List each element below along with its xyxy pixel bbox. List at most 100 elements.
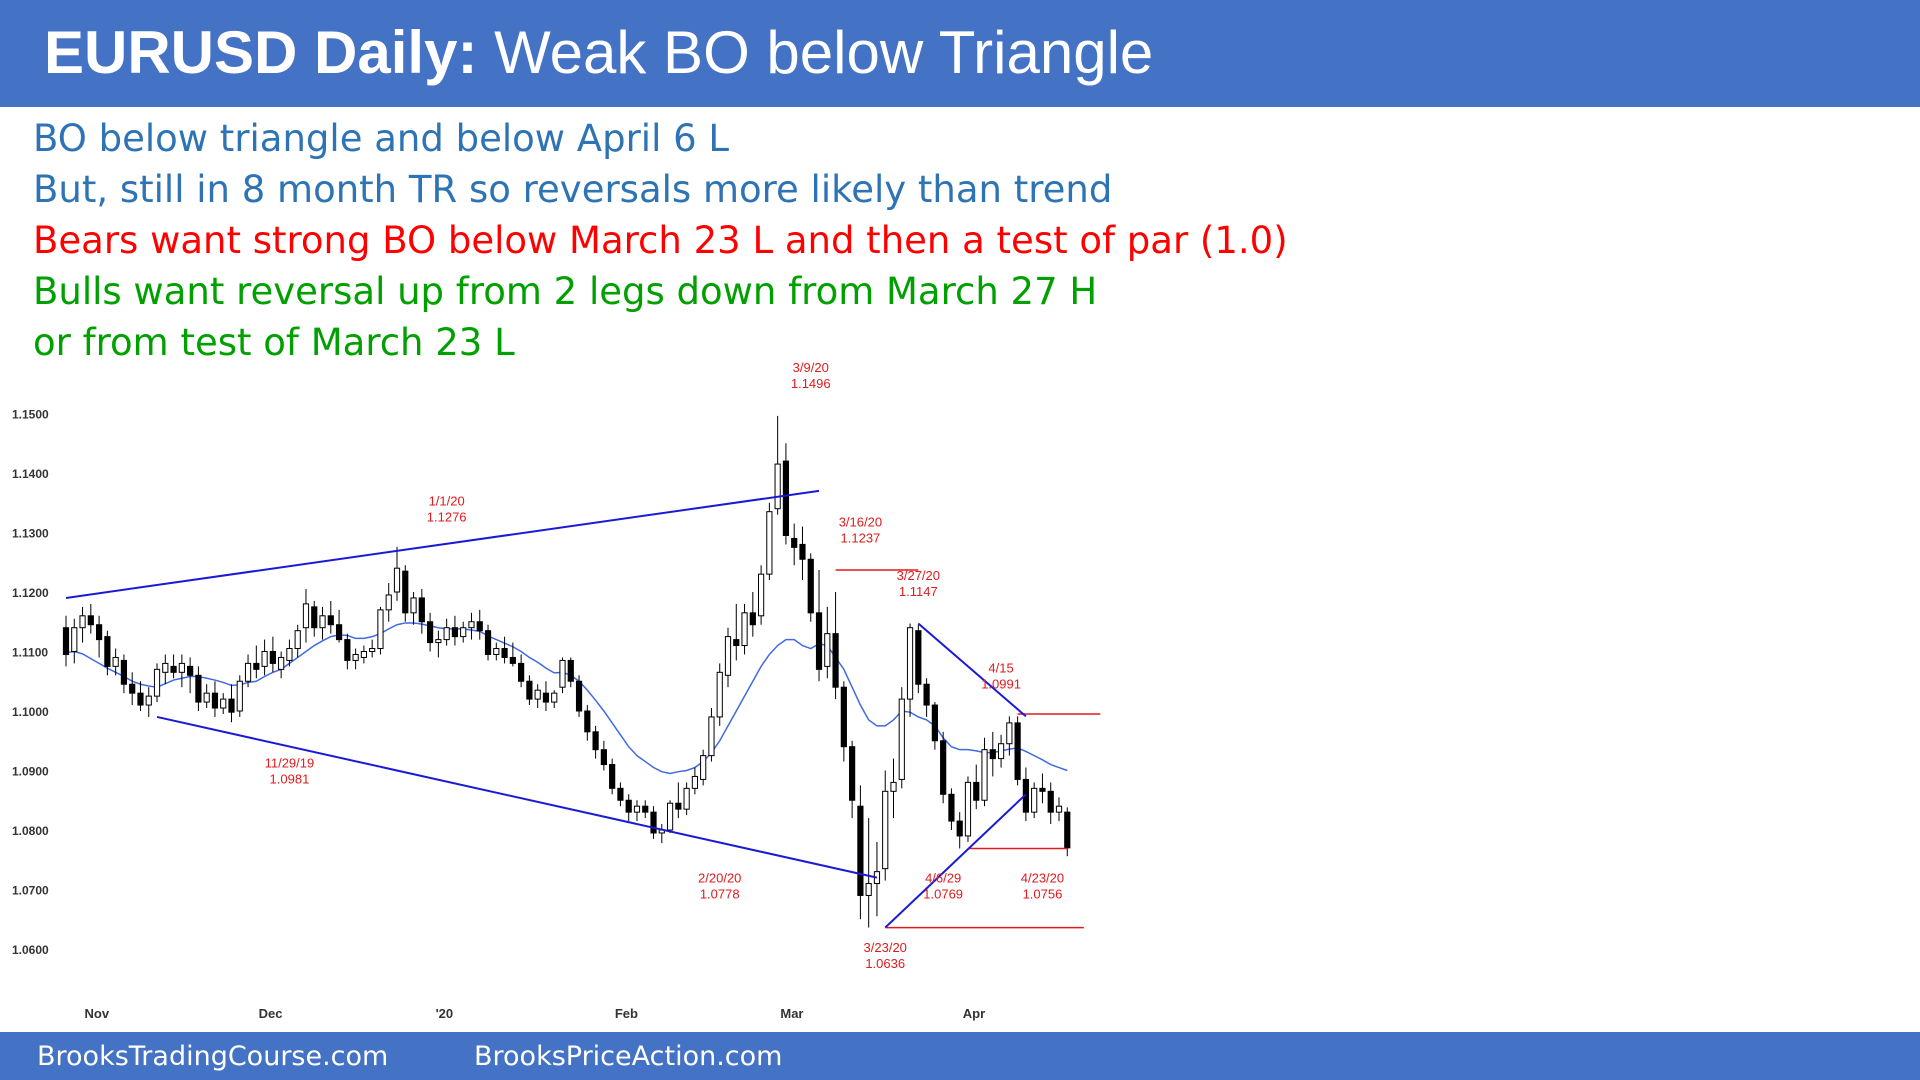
small-triangle-lower-line <box>884 793 1027 929</box>
y-tick-label: 1.1400 <box>12 467 49 481</box>
candle-bull <box>683 787 690 810</box>
candle-bear <box>269 651 276 664</box>
candle-bull <box>766 511 773 575</box>
annotation-mar-16-date: 3/16/20 <box>839 515 882 530</box>
candle-bull <box>286 648 293 661</box>
x-tick-label: Mar <box>780 1006 803 1021</box>
candle-bull <box>758 573 765 617</box>
candle-bull <box>551 692 558 703</box>
annotation-apr-23-date: 4/23/20 <box>1021 870 1064 885</box>
candle-bull <box>178 662 185 673</box>
candle-bear <box>96 624 103 641</box>
candle-bear <box>484 630 492 655</box>
y-tick-label: 1.1100 <box>12 646 48 660</box>
note-line-5: or from test of March 23 L <box>33 321 515 364</box>
candle-bear <box>137 692 144 706</box>
candle-bear <box>584 710 591 733</box>
footer-link-brookspriceaction[interactable]: BrooksPriceAction.com <box>474 1041 783 1072</box>
annotation-nov-29-date: 11/29/19 <box>265 756 315 771</box>
x-tick-label: '20 <box>436 1006 454 1021</box>
candle-bull <box>443 627 450 641</box>
candle-bear <box>948 793 955 822</box>
x-tick-label: Apr <box>963 1006 985 1021</box>
annotation-mar-23-value: 1.0636 <box>865 956 905 971</box>
candle-bear <box>1064 811 1071 849</box>
candle-bear <box>253 662 260 670</box>
candle-bull <box>145 695 152 706</box>
candle-bull <box>352 653 359 661</box>
candle-bull <box>244 662 252 682</box>
candle-bear <box>1014 722 1021 780</box>
candle-bear <box>609 764 616 789</box>
annotation-mar-16-value: 1.1237 <box>841 531 881 546</box>
candle-bear <box>518 662 525 682</box>
triangle-lower-line <box>156 715 878 879</box>
candle-bear <box>195 674 202 703</box>
candle-bear <box>211 692 219 709</box>
x-tick-label: Feb <box>615 1006 638 1021</box>
candle-bear <box>733 639 740 647</box>
candle-bull <box>319 615 326 629</box>
candle-bear <box>402 570 409 614</box>
footer-bar <box>0 1032 1920 1080</box>
candle-bear <box>791 537 798 548</box>
candle-bull <box>824 633 831 667</box>
candle-bull <box>890 781 897 792</box>
candle-bull <box>360 651 367 658</box>
candle-bull <box>220 698 227 709</box>
candle-bear <box>129 683 136 694</box>
candle-bull <box>865 883 872 896</box>
candle-bull <box>112 656 119 667</box>
candle-bear <box>815 612 823 670</box>
candle-bull <box>393 567 401 593</box>
candle-bear <box>327 615 334 626</box>
candle-bear <box>526 680 533 700</box>
y-tick-label: 1.1500 <box>12 408 49 422</box>
candle-bull <box>493 648 500 655</box>
candle-bull <box>203 692 210 703</box>
candle-bull <box>774 463 781 510</box>
candle-bull <box>435 639 442 644</box>
footer-link-brookstradingcourse[interactable]: BrooksTradingCourse.com <box>37 1041 389 1072</box>
candle-bear <box>799 543 806 560</box>
x-tick-label: Nov <box>85 1006 110 1021</box>
candle-bear <box>170 665 177 673</box>
candle-bear <box>782 460 790 536</box>
title-symbol: EURUSD Daily: <box>44 19 478 86</box>
y-tick-label: 1.1200 <box>12 586 49 600</box>
candle-bull <box>741 612 748 647</box>
candle-bull <box>377 609 384 650</box>
candle-bull <box>410 597 417 614</box>
candle-bear <box>120 659 128 685</box>
candle-bear <box>87 615 94 626</box>
candle-bull <box>468 621 475 629</box>
annotation-feb-20-date: 2/20/20 <box>698 870 741 885</box>
candle-bull <box>882 790 889 870</box>
triangle-upper-line <box>65 489 820 599</box>
candle-bull <box>302 603 310 629</box>
annotation-mar-23-date: 3/23/20 <box>864 940 907 955</box>
candle-bear <box>335 624 343 641</box>
annotation-apr-15-date: 4/15 <box>988 660 1013 675</box>
candle-bear <box>840 686 847 748</box>
candle-bear <box>592 731 599 751</box>
candle-bear <box>1047 790 1054 813</box>
candle-bull <box>261 651 268 667</box>
y-tick-label: 1.1300 <box>12 527 49 541</box>
candle-bear <box>427 621 434 644</box>
candle-bear <box>311 606 318 629</box>
candle-bear <box>476 621 483 632</box>
candle-bear <box>542 692 550 703</box>
candle-bear <box>567 659 574 682</box>
candle-bear <box>915 630 922 685</box>
candle-bull <box>1006 722 1013 745</box>
candle-bear <box>509 656 516 664</box>
annotation-apr-6-value: 1.0769 <box>923 886 963 901</box>
candle-bear <box>923 683 930 706</box>
candle-bear <box>344 639 351 661</box>
candle-bear <box>650 811 657 834</box>
candle-bear <box>625 799 632 813</box>
annotation-apr-6-date: 4/6/29 <box>925 870 961 885</box>
candle-bear <box>807 558 814 614</box>
candle-bull <box>153 668 161 697</box>
